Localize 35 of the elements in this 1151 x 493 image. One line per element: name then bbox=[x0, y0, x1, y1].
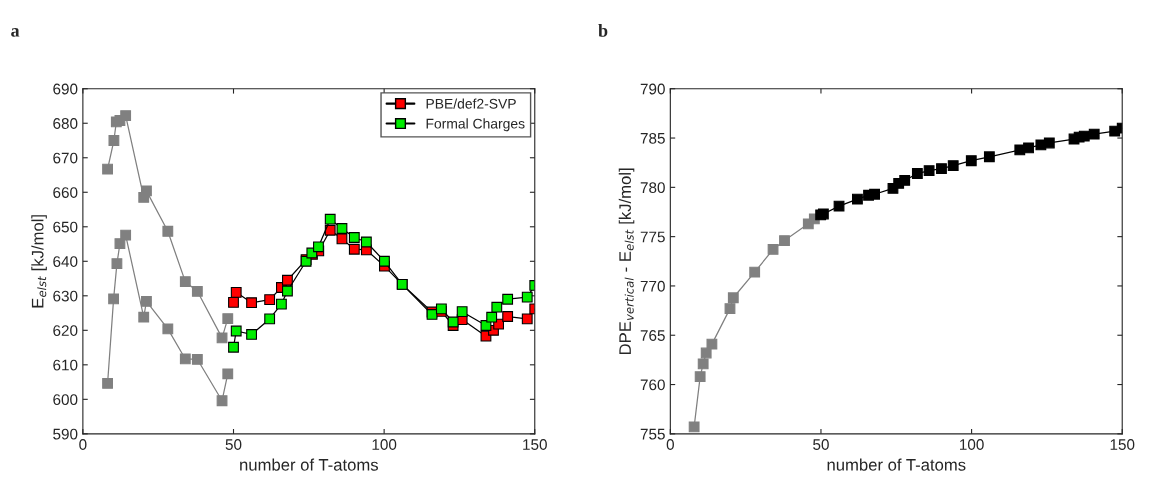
y-axis-title: DPE$_{vertical}$ - E$_{elst}$ [kJ/mol] bbox=[618, 168, 635, 355]
x-tick-label: 100 bbox=[960, 439, 984, 450]
x-tick-label: 150 bbox=[523, 439, 547, 450]
y-tick-label: 790 bbox=[640, 83, 665, 95]
y-tick-label: 600 bbox=[53, 394, 78, 406]
y-tick-label: 630 bbox=[53, 290, 78, 302]
x-tick-label: 150 bbox=[1110, 439, 1135, 450]
y-tick-label: 670 bbox=[53, 152, 78, 164]
y-tick-label: 620 bbox=[53, 325, 78, 336]
y-tick-label: 680 bbox=[53, 118, 78, 129]
y-tick-label: 590 bbox=[53, 428, 78, 440]
y-tick-label: 755 bbox=[640, 428, 665, 440]
x-axis-title: number of T-atoms bbox=[240, 458, 379, 471]
legend-label: PBE/def2-SVP bbox=[426, 98, 516, 109]
y-tick-label: 765 bbox=[640, 330, 665, 341]
legend-label: Formal Charges bbox=[426, 118, 525, 132]
text: a bbox=[11, 28, 20, 37]
text: b bbox=[598, 24, 608, 37]
y-tick-label: 760 bbox=[640, 379, 665, 391]
y-axis-title: E$_{elst}$ [kJ/mol] bbox=[31, 215, 47, 308]
x-axis-title: number of T-atoms bbox=[827, 458, 966, 471]
y-tick-label: 780 bbox=[640, 182, 665, 194]
x-tick-label: 0 bbox=[666, 439, 674, 450]
x-tick-label: 100 bbox=[372, 439, 397, 450]
y-tick-label: 610 bbox=[53, 359, 78, 371]
y-tick-label: 775 bbox=[640, 231, 665, 243]
x-tick-label: 0 bbox=[79, 439, 87, 450]
y-tick-label: 660 bbox=[53, 187, 78, 198]
y-tick-label: 770 bbox=[640, 280, 665, 292]
y-tick-label: 690 bbox=[53, 83, 78, 95]
x-tick-label: 50 bbox=[813, 439, 829, 450]
y-tick-label: 650 bbox=[53, 221, 78, 233]
y-tick-label: 785 bbox=[640, 132, 665, 144]
y-tick-label: 640 bbox=[53, 256, 78, 267]
x-tick-label: 50 bbox=[225, 439, 242, 450]
